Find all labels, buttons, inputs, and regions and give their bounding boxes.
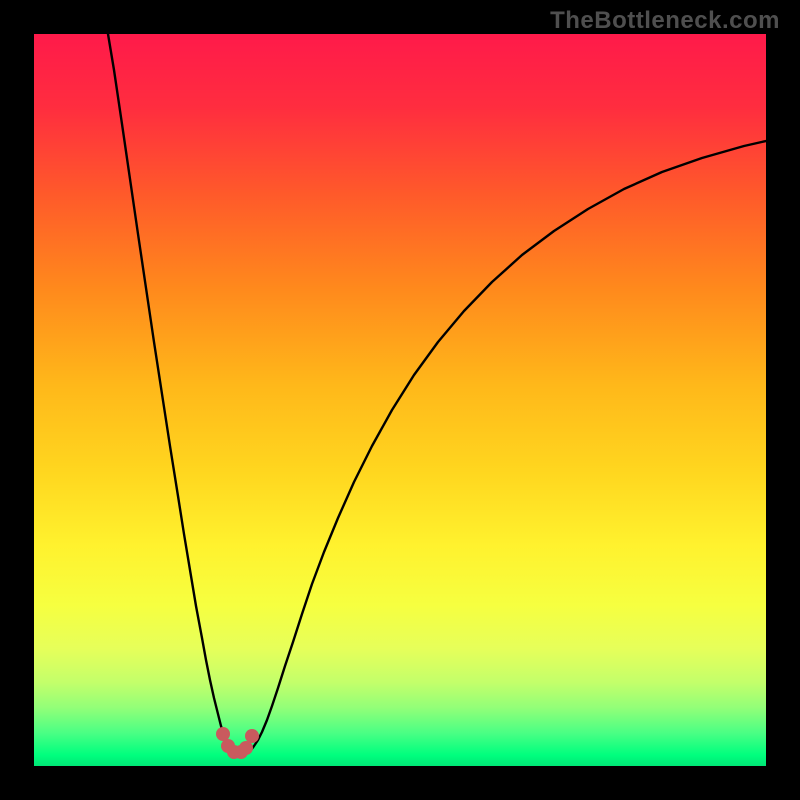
watermark-text: TheBottleneck.com <box>550 7 780 35</box>
bottleneck-curve <box>108 34 766 754</box>
plot-area <box>34 34 766 766</box>
curve-layer <box>34 34 766 766</box>
bottleneck-marker <box>239 741 253 755</box>
bottleneck-marker <box>216 727 230 741</box>
bottleneck-marker <box>245 729 259 743</box>
